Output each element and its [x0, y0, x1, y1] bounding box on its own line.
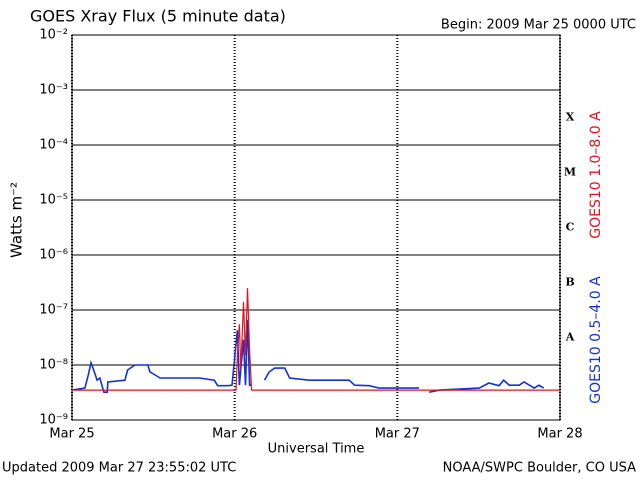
chart-subtitle: Begin: 2009 Mar 25 0000 UTC [441, 18, 636, 33]
legend-label: GOES10 0.5–4.0 A [588, 276, 604, 404]
series-line [72, 288, 560, 391]
y-tick-label: 10⁻² [39, 28, 68, 43]
legend-label: GOES10 1.0–8.0 A [588, 111, 604, 239]
footer-left: Updated 2009 Mar 27 23:55:02 UTC [2, 461, 236, 476]
chart-title: GOES Xray Flux (5 minute data) [30, 7, 286, 26]
x-tick-label: Mar 27 [375, 427, 420, 442]
y-tick-label: 10⁻³ [39, 83, 68, 98]
y-tick-label: 10⁻⁵ [39, 193, 68, 208]
class-label: M [564, 166, 576, 179]
class-label: C [566, 221, 575, 234]
x-tick-label: Mar 25 [49, 427, 94, 442]
x-tick-label: Mar 26 [212, 427, 257, 442]
footer-right: NOAA/SWPC Boulder, CO USA [443, 461, 636, 476]
class-label: X [566, 111, 575, 124]
x-tick-label: Mar 28 [537, 427, 582, 442]
y-tick-label: 10⁻⁶ [39, 248, 68, 263]
class-label: A [565, 331, 575, 344]
class-label: B [565, 276, 574, 289]
y-axis-label: Watts m⁻² [8, 182, 26, 258]
y-tick-label: 10⁻⁸ [39, 358, 68, 373]
plot-frame [71, 34, 561, 421]
y-tick-label: 10⁻⁹ [39, 413, 68, 428]
y-tick-label: 10⁻⁷ [39, 303, 68, 318]
y-tick-label: 10⁻⁴ [39, 138, 68, 153]
x-axis-label: Universal Time [268, 442, 365, 457]
